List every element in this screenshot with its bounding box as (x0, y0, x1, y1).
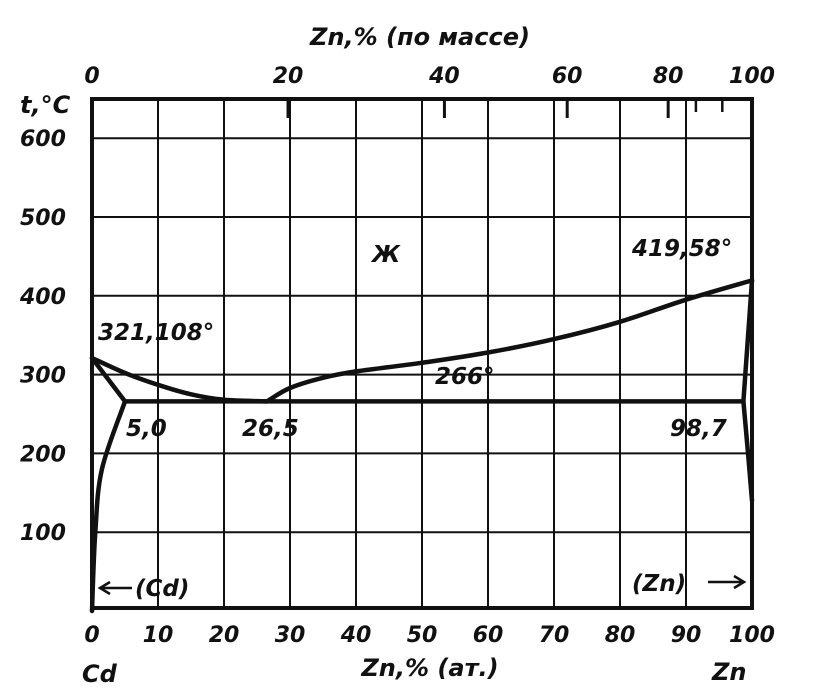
plot-frame (90, 97, 754, 610)
x-tick-label: 80 (605, 623, 636, 648)
cd-phase-label: (Cd) (135, 576, 189, 602)
x-tick-label: 90 (671, 623, 702, 648)
eutectic-temp-label: 266° (435, 364, 495, 390)
y-tick-label: 300 (20, 364, 66, 389)
y-tick-label: 600 (20, 127, 66, 152)
grid (92, 99, 752, 608)
y-axis-title: t,°C (20, 91, 71, 119)
melting-cd-label: 321,108° (98, 320, 214, 346)
x-tick-label: 40 (340, 623, 372, 648)
liquidus-right-curve (264, 278, 755, 404)
y-tick-label: 200 (20, 442, 66, 467)
eutectic-left-label: 5,0 (126, 416, 167, 442)
x-tick-label: 50 (407, 623, 438, 648)
eutectic-right-label: 98,7 (670, 416, 727, 442)
component-left-label: Cd (82, 660, 118, 688)
top-tick-label: 20 (273, 64, 304, 89)
solvus-cd-curve (89, 399, 128, 614)
liquid-phase-label: Ж (370, 242, 401, 268)
ticks (286, 99, 724, 118)
y-tick-label: 500 (20, 206, 66, 231)
x-tick-label: 60 (473, 623, 504, 648)
bottom-axis-title: Zn,% (ат.) (360, 654, 498, 682)
y-tick-label: 400 (19, 285, 66, 310)
component-right-label: Zn (711, 658, 747, 686)
melting-zn-label: 419,58° (631, 236, 732, 262)
top-tick-label: 0 (84, 64, 99, 89)
zn-phase-label: (Zn) (632, 571, 686, 597)
top-tick-label: 40 (428, 64, 460, 89)
x-tick-label: 70 (539, 623, 570, 648)
labels: 0 10 20 30 40 50 60 70 80 90 100100200300400500600… (19, 64, 775, 648)
eutectic-mid-label: 26,5 (242, 416, 299, 442)
top-axis-title: Zn,% (по массе) (309, 23, 530, 51)
x-tick-label: 100 (729, 623, 775, 648)
x-tick-label: 10 (143, 623, 174, 648)
top-tick-label: 80 (653, 64, 684, 89)
x-tick-label: 30 (275, 623, 306, 648)
x-tick-label: 0 (84, 623, 99, 648)
top-tick-label: 100 (729, 64, 775, 89)
cd-solid-solution-marker: (Cd) (97, 576, 189, 602)
top-tick-label: 60 (552, 64, 583, 89)
y-tick-label: 100 (20, 521, 66, 546)
zn-solid-solution-marker: (Zn) (632, 571, 747, 597)
solidus-cd-line (89, 355, 128, 404)
x-tick-label: 20 (209, 623, 240, 648)
